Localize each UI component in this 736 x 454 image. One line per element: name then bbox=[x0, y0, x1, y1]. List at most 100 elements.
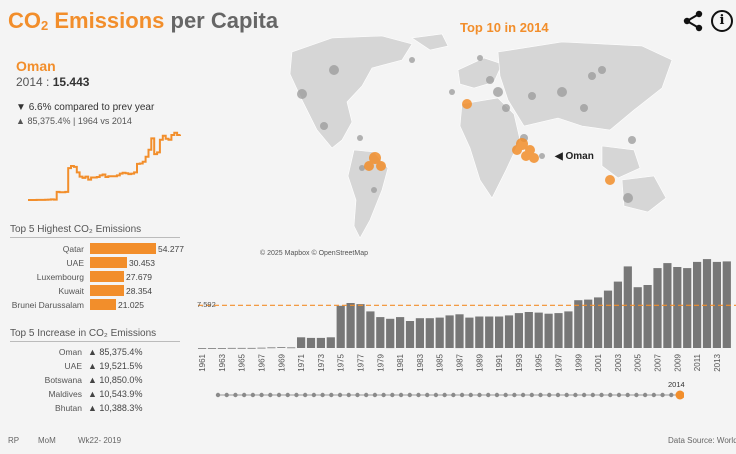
top5-highest-bar[interactable] bbox=[90, 243, 156, 254]
slider-dot[interactable] bbox=[564, 392, 569, 398]
top5-highest-bar[interactable] bbox=[90, 299, 116, 310]
bar-2006[interactable] bbox=[643, 285, 652, 348]
bar-1984[interactable] bbox=[425, 318, 434, 348]
slider-dot[interactable] bbox=[494, 392, 500, 398]
share-icon[interactable] bbox=[682, 10, 704, 32]
slider-dot[interactable] bbox=[642, 392, 648, 398]
slider-dot[interactable] bbox=[442, 392, 447, 398]
slider-dot[interactable] bbox=[451, 392, 456, 398]
slider-dot[interactable] bbox=[329, 392, 334, 398]
bar-1980[interactable] bbox=[386, 318, 395, 349]
slider-dot[interactable] bbox=[468, 392, 473, 398]
slider-dot[interactable] bbox=[276, 392, 282, 398]
bar-1962[interactable] bbox=[207, 348, 217, 349]
bar-1999[interactable] bbox=[574, 300, 583, 348]
slider-dot[interactable] bbox=[302, 392, 308, 398]
bar-1992[interactable] bbox=[504, 315, 514, 348]
bar-1976[interactable] bbox=[346, 303, 355, 348]
bar-1982[interactable] bbox=[405, 321, 415, 348]
bar-2007[interactable] bbox=[653, 268, 662, 348]
bar-1987[interactable] bbox=[455, 314, 464, 349]
slider-dot[interactable] bbox=[625, 392, 630, 398]
bar-2013[interactable] bbox=[712, 261, 721, 348]
slider-dot[interactable] bbox=[416, 392, 421, 398]
bar-1993[interactable] bbox=[514, 313, 523, 348]
bar-1996[interactable] bbox=[544, 313, 553, 348]
slider-dot[interactable] bbox=[346, 392, 351, 398]
bar-1986[interactable] bbox=[445, 315, 454, 348]
top5-highest-bar[interactable] bbox=[90, 271, 124, 282]
slider-dot[interactable] bbox=[398, 392, 404, 398]
slider-dot[interactable] bbox=[547, 392, 552, 398]
slider-dot[interactable] bbox=[407, 392, 412, 398]
bar-2000[interactable] bbox=[584, 299, 593, 348]
bar-1964[interactable] bbox=[227, 347, 236, 349]
bar-2005[interactable] bbox=[633, 287, 642, 348]
bar-2008[interactable] bbox=[663, 263, 672, 348]
slider-dot[interactable] bbox=[433, 392, 439, 398]
slider-dot[interactable] bbox=[459, 392, 465, 398]
slider-dot[interactable] bbox=[372, 392, 378, 398]
bar-1968[interactable] bbox=[267, 347, 276, 349]
bar-1966[interactable] bbox=[247, 347, 256, 349]
bar-1990[interactable] bbox=[485, 316, 494, 349]
bar-1963[interactable] bbox=[217, 348, 226, 349]
bar-2001[interactable] bbox=[594, 297, 603, 348]
slider-dot[interactable] bbox=[660, 392, 665, 398]
slider-dot[interactable] bbox=[320, 392, 325, 398]
slider-dot[interactable] bbox=[503, 392, 508, 398]
slider-dot[interactable] bbox=[599, 392, 604, 398]
slider-dot[interactable] bbox=[538, 392, 543, 398]
slider-dot[interactable] bbox=[215, 392, 221, 398]
top5-highest-bar[interactable] bbox=[90, 257, 127, 268]
bar-2004[interactable] bbox=[623, 266, 632, 348]
bar-1989[interactable] bbox=[475, 316, 484, 349]
bar-1973[interactable] bbox=[316, 337, 325, 348]
bar-1997[interactable] bbox=[554, 313, 563, 348]
bar-1979[interactable] bbox=[376, 317, 385, 348]
bar-1967[interactable] bbox=[257, 347, 266, 349]
bar-2009[interactable] bbox=[673, 267, 682, 348]
bar-1965[interactable] bbox=[237, 347, 246, 349]
bar-1972[interactable] bbox=[306, 337, 316, 348]
bar-1969[interactable] bbox=[277, 347, 286, 348]
slider-dot[interactable] bbox=[259, 392, 264, 398]
slider-dot[interactable] bbox=[590, 392, 596, 398]
slider-dot[interactable] bbox=[337, 392, 343, 398]
slider-dot[interactable] bbox=[250, 392, 256, 398]
top5-highest-bar[interactable] bbox=[90, 285, 124, 296]
bar-1983[interactable] bbox=[415, 318, 424, 348]
slider-dot[interactable] bbox=[616, 392, 622, 398]
bar-1995[interactable] bbox=[534, 312, 543, 348]
world-map[interactable] bbox=[262, 30, 708, 248]
slider-dot[interactable] bbox=[520, 392, 526, 398]
slider-dot[interactable] bbox=[363, 392, 369, 398]
slider-dot[interactable] bbox=[608, 392, 613, 398]
bar-1975[interactable] bbox=[336, 305, 345, 348]
slider-dot[interactable] bbox=[311, 392, 317, 398]
slider-dot[interactable] bbox=[477, 392, 482, 398]
slider-dot[interactable] bbox=[529, 392, 535, 398]
slider-dot[interactable] bbox=[268, 392, 273, 398]
slider-dot[interactable] bbox=[573, 392, 578, 398]
bar-1991[interactable] bbox=[495, 316, 504, 349]
slider-dot[interactable] bbox=[425, 392, 430, 398]
slider-dot[interactable] bbox=[233, 392, 238, 398]
bar-2002[interactable] bbox=[603, 290, 613, 348]
info-icon[interactable]: i bbox=[711, 10, 733, 32]
bar-1970[interactable] bbox=[287, 347, 296, 349]
slider-dot[interactable] bbox=[555, 392, 561, 398]
bar-1977[interactable] bbox=[356, 304, 365, 348]
slider-dot[interactable] bbox=[512, 392, 517, 398]
map-attribution[interactable]: © 2025 Mapbox © OpenStreetMap bbox=[260, 250, 368, 257]
slider-dot[interactable] bbox=[285, 392, 290, 398]
slider-dot[interactable] bbox=[390, 392, 395, 398]
slider-dot[interactable] bbox=[294, 392, 299, 398]
slider-dot[interactable] bbox=[669, 392, 674, 398]
year-slider[interactable] bbox=[214, 388, 684, 402]
slider-dot[interactable] bbox=[224, 392, 229, 398]
bar-1961[interactable] bbox=[198, 348, 207, 349]
bar-1994[interactable] bbox=[524, 312, 533, 348]
bar-1998[interactable] bbox=[564, 311, 573, 348]
bar-1985[interactable] bbox=[435, 317, 444, 348]
